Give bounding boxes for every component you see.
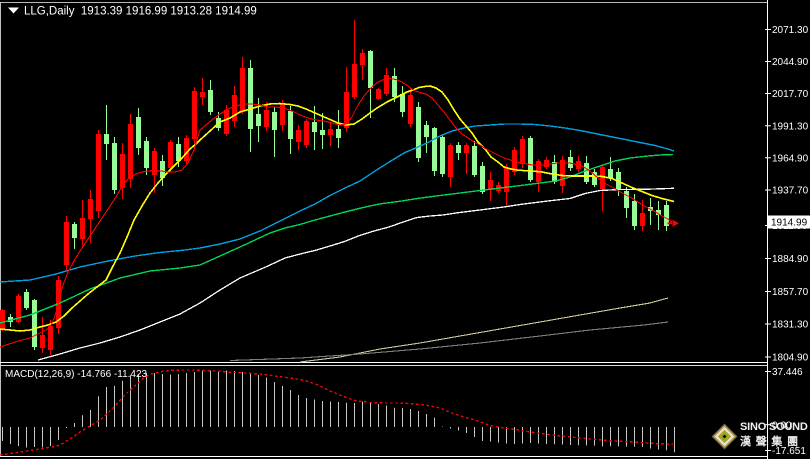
svg-text:2044.90: 2044.90 bbox=[772, 57, 809, 68]
svg-text:2017.70: 2017.70 bbox=[772, 89, 809, 100]
svg-text:2071.30: 2071.30 bbox=[772, 25, 809, 36]
svg-text:1964.90: 1964.90 bbox=[772, 153, 809, 164]
svg-text:1937.70: 1937.70 bbox=[772, 186, 809, 197]
svg-text:MACD(12,26,9) -14.766 -11.423: MACD(12,26,9) -14.766 -11.423 bbox=[5, 369, 148, 380]
svg-text:37.446: 37.446 bbox=[772, 367, 803, 378]
svg-text:-17.651: -17.651 bbox=[772, 446, 806, 457]
svg-text:1884.90: 1884.90 bbox=[772, 254, 809, 265]
svg-text:1914.99: 1914.99 bbox=[771, 218, 808, 229]
svg-text:1857.70: 1857.70 bbox=[772, 287, 809, 298]
svg-text:1991.30: 1991.30 bbox=[772, 121, 809, 132]
svg-text:漢聲集團: 漢聲集團 bbox=[740, 434, 803, 448]
svg-text:0.00: 0.00 bbox=[772, 420, 792, 431]
svg-text:1804.90: 1804.90 bbox=[772, 353, 809, 364]
svg-text:LLG,Daily 1913.39 1916.99 191: LLG,Daily 1913.39 1916.99 1913.28 1914.9… bbox=[24, 6, 257, 18]
svg-text:SINO SOUND: SINO SOUND bbox=[740, 421, 808, 433]
svg-text:1831.30: 1831.30 bbox=[772, 320, 809, 331]
